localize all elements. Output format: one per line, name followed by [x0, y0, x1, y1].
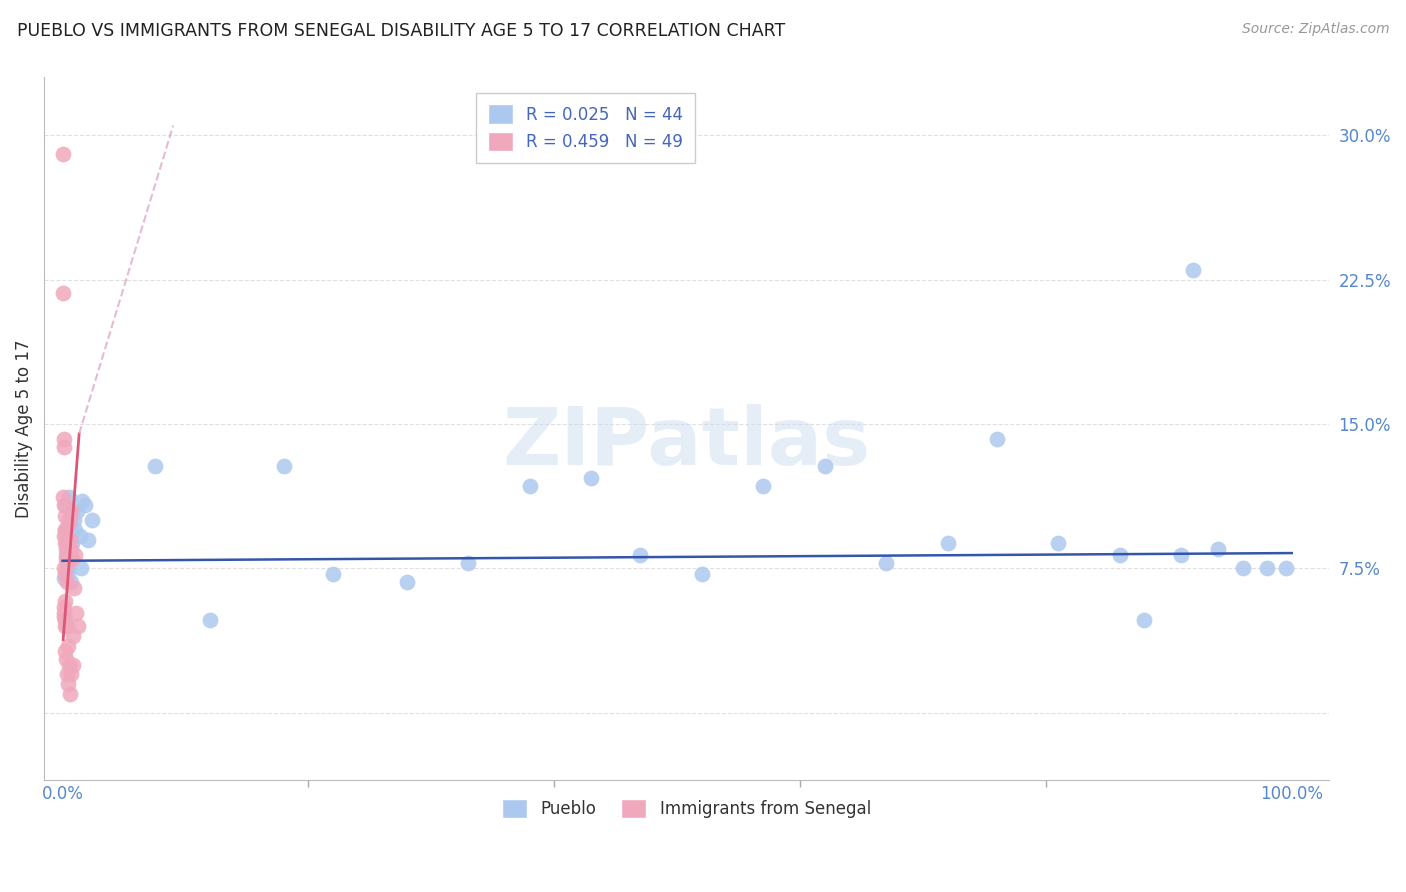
Point	[58, 542, 80, 557]
Point	[60, 542, 83, 557]
Y-axis label: Disability Age 5 to 17: Disability Age 5 to 17	[15, 340, 32, 518]
Point	[56, 639, 79, 653]
Point	[52, 286, 75, 301]
Point	[56, 533, 79, 547]
Point	[69, 529, 91, 543]
Point	[75, 498, 97, 512]
Point	[1133, 614, 1156, 628]
Point	[52, 498, 75, 512]
Point	[59, 533, 82, 547]
Point	[55, 529, 77, 543]
Point	[53, 536, 76, 550]
Text: Source: ZipAtlas.com: Source: ZipAtlas.com	[1241, 22, 1389, 37]
Point	[62, 657, 84, 672]
Point	[936, 536, 959, 550]
Point	[59, 509, 82, 524]
Point	[58, 490, 80, 504]
Point	[66, 619, 89, 633]
Point	[59, 687, 82, 701]
Point	[53, 523, 76, 537]
Point	[56, 677, 79, 691]
Legend: Pueblo, Immigrants from Senegal: Pueblo, Immigrants from Senegal	[495, 792, 877, 825]
Point	[53, 594, 76, 608]
Point	[58, 513, 80, 527]
Point	[1256, 561, 1278, 575]
Point	[55, 533, 77, 547]
Point	[1108, 548, 1130, 562]
Point	[53, 523, 76, 537]
Point	[55, 548, 77, 562]
Point	[273, 459, 295, 474]
Point	[55, 567, 77, 582]
Point	[63, 513, 86, 527]
Point	[52, 433, 75, 447]
Point	[53, 644, 76, 658]
Point	[65, 523, 87, 537]
Point	[56, 556, 79, 570]
Point	[690, 567, 713, 582]
Point	[66, 504, 89, 518]
Point	[60, 574, 83, 589]
Point	[1232, 561, 1254, 575]
Point	[70, 494, 93, 508]
Point	[53, 619, 76, 633]
Point	[55, 619, 77, 633]
Point	[56, 567, 79, 582]
Point	[63, 548, 86, 562]
Point	[1182, 263, 1205, 277]
Point	[52, 561, 75, 575]
Point	[60, 552, 83, 566]
Text: PUEBLO VS IMMIGRANTS FROM SENEGAL DISABILITY AGE 5 TO 17 CORRELATION CHART: PUEBLO VS IMMIGRANTS FROM SENEGAL DISABI…	[17, 22, 785, 40]
Point	[1274, 561, 1296, 575]
Point	[59, 504, 82, 518]
Point	[60, 536, 83, 550]
Point	[579, 471, 602, 485]
Point	[752, 478, 775, 492]
Point	[59, 542, 82, 557]
Point	[80, 513, 103, 527]
Point	[143, 459, 166, 474]
Point	[55, 542, 77, 557]
Point	[62, 629, 84, 643]
Point	[53, 509, 76, 524]
Point	[198, 614, 221, 628]
Point	[52, 609, 75, 624]
Point	[56, 574, 79, 589]
Point	[1170, 548, 1192, 562]
Point	[55, 652, 77, 666]
Point	[56, 517, 79, 532]
Point	[52, 490, 75, 504]
Point	[814, 459, 837, 474]
Point	[65, 606, 87, 620]
Point	[395, 574, 418, 589]
Point	[875, 556, 897, 570]
Point	[58, 552, 80, 566]
Point	[628, 548, 651, 562]
Point	[53, 440, 76, 454]
Point	[322, 567, 344, 582]
Point	[519, 478, 541, 492]
Point	[53, 571, 76, 585]
Point	[70, 561, 93, 575]
Point	[53, 599, 76, 614]
Point	[59, 667, 82, 681]
Point	[59, 517, 82, 532]
Text: ZIPatlas: ZIPatlas	[502, 404, 870, 482]
Point	[53, 529, 76, 543]
Point	[1206, 542, 1229, 557]
Point	[457, 556, 479, 570]
Point	[53, 614, 76, 628]
Point	[56, 667, 79, 681]
Point	[56, 548, 79, 562]
Point	[53, 606, 76, 620]
Point	[56, 561, 79, 575]
Point	[52, 147, 75, 161]
Point	[63, 581, 86, 595]
Point	[77, 533, 100, 547]
Point	[1047, 536, 1070, 550]
Point	[986, 433, 1008, 447]
Point	[53, 498, 76, 512]
Point	[55, 552, 77, 566]
Point	[58, 657, 80, 672]
